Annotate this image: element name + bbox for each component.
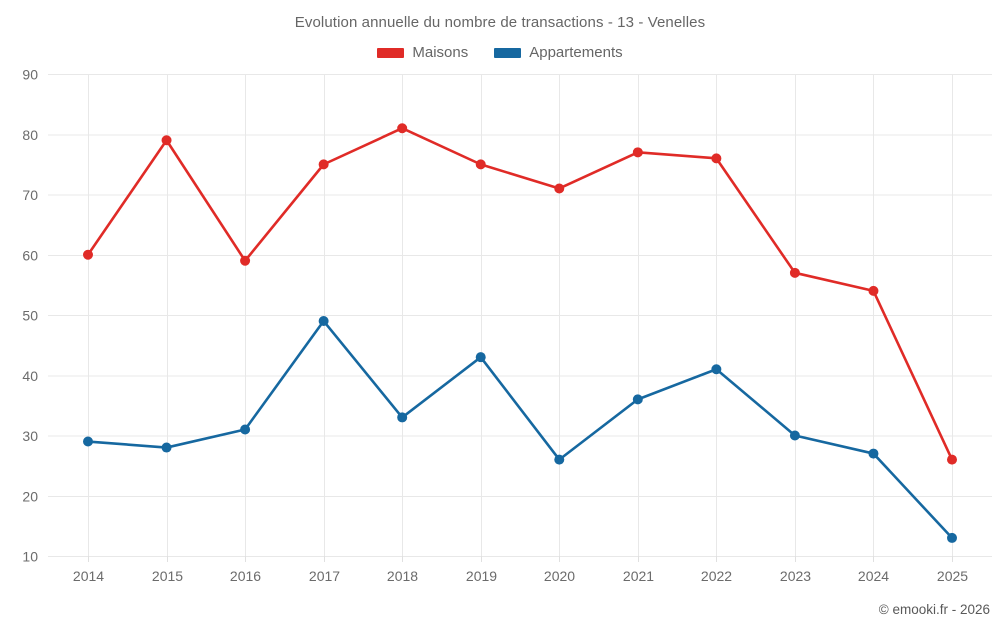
x-axis-tick-label: 2016 bbox=[230, 568, 261, 584]
data-point[interactable]: 2020 — Appartements: 26 bbox=[554, 454, 565, 465]
x-axis-tick-label: 2015 bbox=[152, 568, 183, 584]
y-axis-tick-label: 60 bbox=[22, 247, 38, 263]
y-axis-tick-label: 90 bbox=[22, 67, 38, 83]
chart-title: Evolution annuelle du nombre de transact… bbox=[294, 14, 706, 31]
data-point[interactable]: 2014 — Appartements: 29 bbox=[83, 436, 93, 447]
x-axis-tick-label: 2023 bbox=[780, 568, 811, 584]
x-axis-tick-label: 2019 bbox=[466, 568, 497, 584]
data-point[interactable]: 2023 — Appartements: 30 bbox=[789, 430, 800, 441]
data-point[interactable]: 2024 — Appartements: 27 bbox=[868, 448, 879, 459]
y-axis-tick-label: 30 bbox=[22, 428, 38, 444]
legend-swatch-appartements bbox=[494, 47, 522, 58]
legend-label-appartements: Appartements bbox=[529, 44, 623, 61]
y-axis-tick-label: 20 bbox=[22, 488, 38, 504]
data-point[interactable]: 2016 — Maisons: 59 bbox=[240, 255, 251, 266]
series-line-maisons bbox=[86, 126, 954, 461]
x-axis-tick-label: 2017 bbox=[309, 568, 340, 584]
data-point[interactable]: 2015 — Appartements: 28 bbox=[161, 442, 172, 453]
data-point[interactable]: 2017 — Maisons: 75 bbox=[318, 159, 329, 170]
data-point[interactable]: 2017 — Appartements: 49 bbox=[318, 316, 329, 327]
data-point[interactable]: 2022 — Maisons: 76 bbox=[711, 153, 722, 164]
data-point[interactable]: 2018 — Maisons: 81 bbox=[397, 123, 408, 134]
data-point[interactable]: 2025 — Appartements: 13 bbox=[947, 532, 957, 543]
data-point[interactable]: 2024 — Maisons: 54 bbox=[868, 285, 879, 296]
x-axis-tick-label: 2025 bbox=[937, 568, 968, 584]
y-axis-tick-label: 50 bbox=[22, 308, 38, 324]
y-axis-tick-label: 40 bbox=[22, 368, 38, 384]
y-axis-tick-label: 80 bbox=[22, 127, 38, 143]
legend-label-maisons: Maisons bbox=[412, 44, 469, 61]
data-point[interactable]: 2019 — Maisons: 75 bbox=[475, 159, 486, 170]
chart-legend: Maisons Appartements bbox=[0, 44, 1000, 61]
legend-item-appartements[interactable]: Appartements bbox=[494, 44, 623, 61]
legend-swatch-maisons bbox=[377, 47, 405, 58]
legend-item-maisons[interactable]: Maisons bbox=[377, 44, 468, 61]
data-point[interactable]: 2016 — Appartements: 31 bbox=[240, 424, 251, 435]
y-axis-tick-label: 10 bbox=[22, 549, 38, 565]
data-point[interactable]: 2022 — Appartements: 41 bbox=[711, 364, 722, 375]
x-axis-tick-label: 2020 bbox=[544, 568, 575, 584]
x-axis-tick-label: 2018 bbox=[387, 568, 418, 584]
data-point[interactable]: 2015 — Maisons: 79 bbox=[161, 135, 172, 146]
data-point[interactable]: 2023 — Maisons: 57 bbox=[789, 267, 800, 278]
data-point[interactable]: 2020 — Maisons: 71 bbox=[554, 183, 565, 194]
data-point[interactable]: 2019 — Appartements: 43 bbox=[475, 352, 486, 363]
copyright-credit: © emooki.fr - 2026 bbox=[878, 602, 990, 617]
x-axis-tick-label: 2022 bbox=[701, 568, 732, 584]
y-axis-tick-label: 70 bbox=[22, 187, 38, 203]
data-point[interactable]: 2014 — Maisons: 60 bbox=[83, 249, 93, 260]
data-point[interactable]: 2025 — Maisons: 26 bbox=[947, 454, 957, 465]
data-point[interactable]: 2021 — Appartements: 36 bbox=[632, 394, 643, 405]
series-line-appartements bbox=[86, 319, 954, 540]
x-axis-tick-label: 2014 bbox=[73, 568, 104, 584]
x-axis-tick-label: 2024 bbox=[858, 568, 889, 584]
data-point[interactable]: 2018 — Appartements: 33 bbox=[397, 412, 408, 423]
x-axis-tick-label: 2021 bbox=[623, 568, 654, 584]
data-point[interactable]: 2021 — Maisons: 77 bbox=[632, 147, 643, 158]
